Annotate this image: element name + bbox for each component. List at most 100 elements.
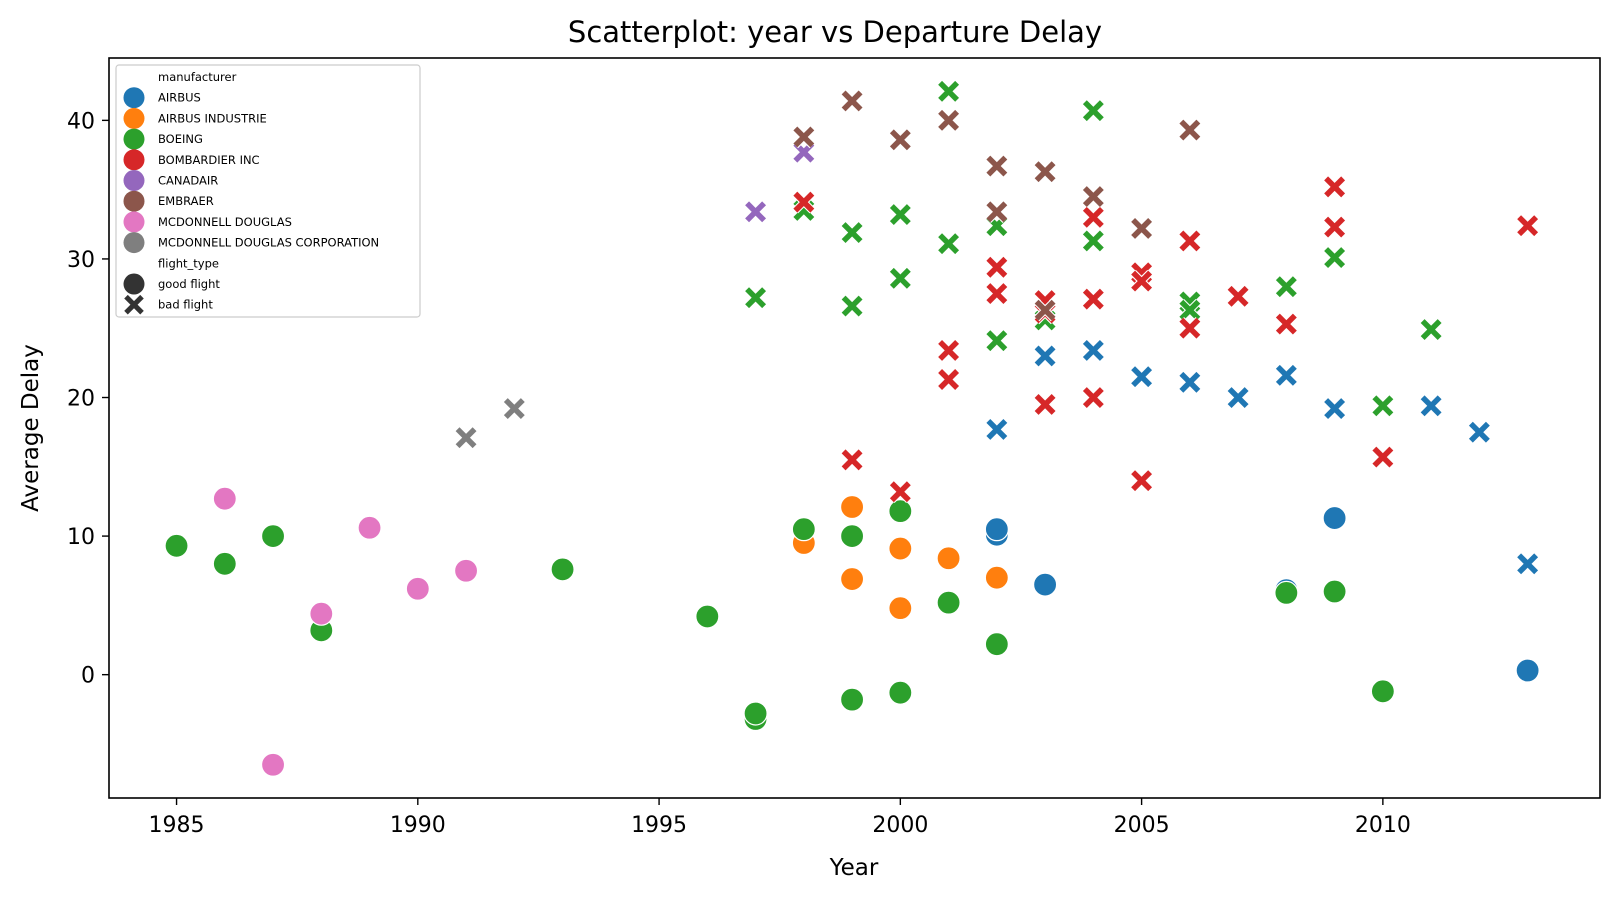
- y-axis-label: Average Delay: [18, 344, 44, 512]
- legend-label-canadair: CANADAIR: [158, 174, 218, 188]
- legend-label-airbus: AIRBUS: [158, 91, 201, 105]
- legend-label-boeing: BOEING: [158, 132, 203, 146]
- bad-flight-point: [1178, 317, 1202, 340]
- legend-label-airbus-industrie: AIRBUS INDUSTRIE: [158, 111, 267, 125]
- y-tick-label: 30: [67, 248, 95, 273]
- bad-flight-point: [1178, 118, 1202, 142]
- bad-flight-point: [1130, 269, 1153, 293]
- y-tick-label: 10: [67, 525, 95, 550]
- bad-flight-point: [985, 418, 1009, 441]
- legend: manufacturer AIRBUS AIRBUS INDUSTRIE BOEING…: [115, 64, 421, 318]
- y-tick-label: 20: [67, 387, 95, 412]
- y-axis: 0 10 20 30 40: [67, 109, 109, 689]
- bad-flight-point: [985, 154, 1009, 178]
- bad-flight-point: [454, 426, 478, 449]
- bad-flight-point: [840, 221, 864, 244]
- bad-flight-point: [937, 339, 960, 362]
- legend-label-bad-flight: bad flight: [158, 298, 213, 312]
- bad-flight-point: [840, 294, 864, 318]
- bad-flight-point: [1033, 160, 1057, 183]
- bad-flight-point: [1082, 229, 1105, 253]
- bad-flight-point: [937, 232, 960, 255]
- good-flight-point: [791, 517, 816, 542]
- bad-flight-point: [889, 128, 912, 151]
- x-tick-label: 1995: [631, 813, 687, 838]
- legend-label-bombardier-inc: BOMBARDIER INC: [158, 153, 260, 167]
- good-flight-point: [984, 517, 1009, 542]
- good-flight-point: [260, 523, 286, 549]
- good-flight-point: [357, 515, 382, 540]
- bad-flight-point: [744, 286, 767, 309]
- bad-flight-point: [1468, 420, 1491, 444]
- bad-flight-point: [1033, 393, 1057, 416]
- bad-flight-point: [937, 109, 960, 132]
- good-flight-point: [550, 557, 575, 582]
- good-flight-point: [888, 596, 913, 621]
- bad-flight-point: [985, 329, 1009, 352]
- legend-label-mcdonnell-douglas: MCDONNELL DOUGLAS: [158, 215, 292, 229]
- good-flight-point: [260, 752, 286, 777]
- bad-flight-point: [1226, 386, 1250, 409]
- plot-area: [164, 80, 1540, 777]
- good-flight-point: [405, 576, 430, 601]
- bad-flight-point: [1323, 246, 1346, 269]
- bad-flight-point: [1178, 229, 1202, 253]
- bad-flight-point: [792, 125, 816, 149]
- legend-marker-canadair: [123, 170, 145, 191]
- bad-flight-point: [1516, 214, 1539, 237]
- good-flight-point: [839, 687, 865, 712]
- legend-hue-title: manufacturer: [158, 70, 237, 84]
- bad-flight-point: [1130, 365, 1153, 388]
- good-flight-point: [164, 533, 189, 558]
- bad-flight-point: [840, 89, 864, 113]
- legend-marker-airbus: [123, 87, 145, 109]
- good-flight-point: [888, 499, 913, 524]
- legend-label-good-flight: good flight: [158, 277, 220, 291]
- bad-flight-point: [1178, 371, 1202, 394]
- good-flight-point: [453, 558, 479, 583]
- bad-flight-point: [889, 480, 912, 503]
- plot-frame: [108, 57, 1601, 799]
- x-tick-label: 2000: [872, 813, 928, 838]
- bad-flight-point: [1082, 99, 1105, 122]
- bad-flight-point: [889, 267, 912, 290]
- x-tick-label: 2005: [1114, 813, 1170, 838]
- series-mcdonnell-douglas: [212, 486, 479, 777]
- bad-flight-point: [1082, 287, 1105, 311]
- legend-marker-mcdonnell-douglas-corporation: [123, 232, 145, 254]
- bad-flight-point: [985, 256, 1009, 279]
- legend-marker-embraer: [123, 190, 145, 212]
- good-flight-point: [1515, 658, 1540, 683]
- bad-flight-point: [1419, 394, 1443, 418]
- legend-box: [115, 64, 421, 318]
- bad-flight-point: [937, 368, 960, 391]
- legend-marker-airbus-industrie: [123, 107, 145, 129]
- series-airbus-industrie: [791, 494, 1009, 621]
- bad-flight-point: [792, 190, 816, 214]
- legend-style-title: flight_type: [158, 256, 219, 270]
- good-flight-point: [839, 566, 865, 592]
- series-mcdonnell-douglas-corporation: [454, 397, 526, 449]
- good-flight-point: [839, 494, 865, 520]
- bad-flight-point: [1371, 445, 1395, 469]
- good-flight-point: [212, 486, 237, 511]
- bad-flight-point: [1082, 339, 1105, 362]
- good-flight-point: [984, 632, 1009, 657]
- series-boeing: [164, 80, 1443, 732]
- legend-marker-boeing: [123, 128, 145, 150]
- x-tick-label: 2010: [1355, 813, 1411, 838]
- bad-flight-point: [1323, 215, 1346, 239]
- good-flight-point: [936, 590, 961, 615]
- bad-flight-point: [1033, 298, 1057, 322]
- series-embraer: [792, 89, 1202, 322]
- good-flight-point: [212, 551, 237, 576]
- legend-marker-bombardier-inc: [123, 149, 145, 171]
- chart-title: Scatterplot: year vs Departure Delay: [568, 15, 1102, 49]
- bad-flight-point: [1082, 386, 1105, 409]
- bad-flight-point: [744, 200, 767, 224]
- bad-flight-point: [1033, 344, 1057, 368]
- bad-flight-point: [985, 200, 1009, 224]
- bad-flight-point: [937, 80, 960, 103]
- x-axis: 1985 1990 1995 2000 2005 2010: [149, 798, 1411, 838]
